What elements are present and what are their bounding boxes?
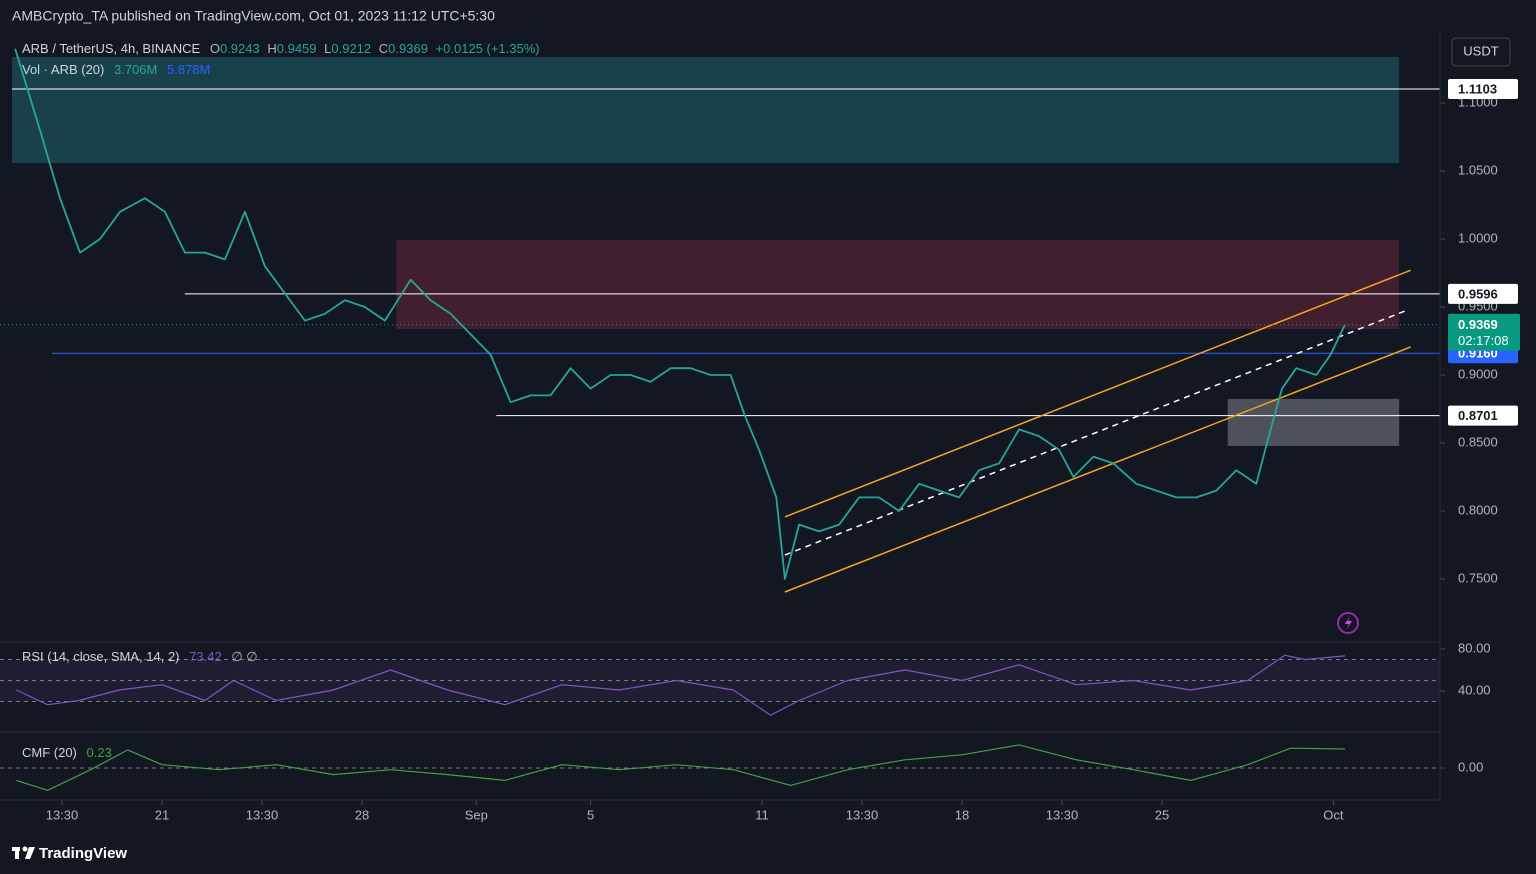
channel-line bbox=[784, 346, 1411, 593]
ohlc-value: 0.9369 bbox=[388, 41, 428, 56]
rsi-legend: RSI (14, close, SMA, 14, 2) 73.42 ∅ ∅ bbox=[22, 649, 258, 664]
plots: 0.75000.80000.85000.90000.95001.00001.05… bbox=[0, 48, 1520, 822]
volume-name: Vol · ARB (20) bbox=[22, 62, 104, 77]
symbol: ARB / TetherUS, 4h, BINANCE bbox=[22, 41, 201, 56]
publisher: AMBCrypto_TA published on TradingView.co… bbox=[12, 8, 495, 24]
symbol-legend: ARB / TetherUS, 4h, BINANCE O0.9243 H0.9… bbox=[22, 41, 540, 56]
footer-logo bbox=[12, 846, 35, 859]
ohlc-value: 0.9459 bbox=[277, 41, 317, 56]
y-tick-label: 1.0500 bbox=[1458, 162, 1498, 177]
last-price-box bbox=[1448, 313, 1520, 351]
y-tick-label: 0.7500 bbox=[1458, 570, 1498, 585]
rsi-extra: ∅ ∅ bbox=[231, 649, 257, 664]
series-line bbox=[16, 744, 1345, 791]
x-tick-label: 13:30 bbox=[246, 807, 279, 822]
y-tick-label: 0.9000 bbox=[1458, 366, 1498, 381]
x-tick-label: 11 bbox=[755, 807, 769, 822]
countdown: 02:17:08 bbox=[1458, 333, 1509, 348]
ohlc-value: 0.9212 bbox=[331, 41, 371, 56]
level-label-box bbox=[1448, 405, 1518, 426]
y-tick-label: 40.00 bbox=[1458, 682, 1491, 697]
logo-part bbox=[15, 847, 19, 859]
y-tick-label: 0.8500 bbox=[1458, 434, 1498, 449]
y-tick-label: 1.0000 bbox=[1458, 230, 1498, 245]
level-label: 0.8701 bbox=[1458, 408, 1498, 423]
level-label-box bbox=[1448, 79, 1518, 100]
ohlc-key: L bbox=[324, 41, 331, 56]
x-tick-label: 13:30 bbox=[1046, 807, 1079, 822]
channel-line bbox=[784, 310, 1406, 556]
x-tick-label: 13:30 bbox=[46, 807, 79, 822]
rsi-name: RSI (14, close, SMA, 14, 2) bbox=[22, 649, 180, 664]
x-tick-label: 25 bbox=[1155, 807, 1169, 822]
level-label: 0.9596 bbox=[1458, 286, 1498, 301]
logo-part bbox=[25, 847, 35, 859]
zone bbox=[396, 239, 1400, 330]
series-line bbox=[16, 654, 1345, 716]
zone bbox=[12, 57, 1400, 163]
cmf-value: 0.23 bbox=[87, 745, 112, 760]
alert-bolt[interactable] bbox=[1345, 616, 1352, 630]
x-tick-label: Oct bbox=[1323, 807, 1344, 822]
x-tick-label: 5 bbox=[587, 807, 594, 822]
x-tick-label: 21 bbox=[155, 807, 169, 822]
currency-label[interactable]: USDT bbox=[1463, 43, 1498, 58]
y-tick-label: 0.8000 bbox=[1458, 502, 1498, 517]
ohlc-value: 0.9243 bbox=[220, 41, 260, 56]
cmf-name: CMF (20) bbox=[22, 745, 77, 760]
alert-icon[interactable] bbox=[1337, 612, 1359, 634]
level-label: 1.1103 bbox=[1458, 81, 1497, 96]
change: +0.0125 (+1.35%) bbox=[436, 41, 540, 56]
ohlc-key: H bbox=[267, 41, 276, 56]
ohlc-key: C bbox=[379, 41, 388, 56]
x-tick-label: 28 bbox=[355, 807, 369, 822]
logo-part bbox=[22, 846, 28, 852]
x-tick-label: 18 bbox=[955, 807, 969, 822]
channel-line bbox=[784, 269, 1411, 518]
currency-button[interactable] bbox=[1451, 37, 1511, 67]
zone bbox=[1227, 398, 1400, 446]
volume-legend: Vol · ARB (20) 3.706M 5.878M bbox=[22, 62, 210, 77]
footer-brand: TradingView bbox=[39, 845, 127, 862]
x-tick-label: Sep bbox=[465, 807, 488, 822]
y-tick-label: 80.00 bbox=[1458, 640, 1491, 655]
cmf-legend: CMF (20) 0.23 bbox=[22, 745, 112, 760]
volume-value: 3.706M bbox=[114, 62, 157, 77]
ohlc-key: O bbox=[210, 41, 220, 56]
last-price: 0.9369 bbox=[1458, 317, 1498, 332]
level-label-box bbox=[1448, 283, 1518, 304]
series-line bbox=[14, 48, 1346, 580]
rsi-value: 73.42 bbox=[189, 649, 222, 664]
volume-sma: 5.878M bbox=[167, 62, 210, 77]
y-tick-label: 0.00 bbox=[1458, 759, 1483, 774]
x-tick-label: 13:30 bbox=[846, 807, 879, 822]
